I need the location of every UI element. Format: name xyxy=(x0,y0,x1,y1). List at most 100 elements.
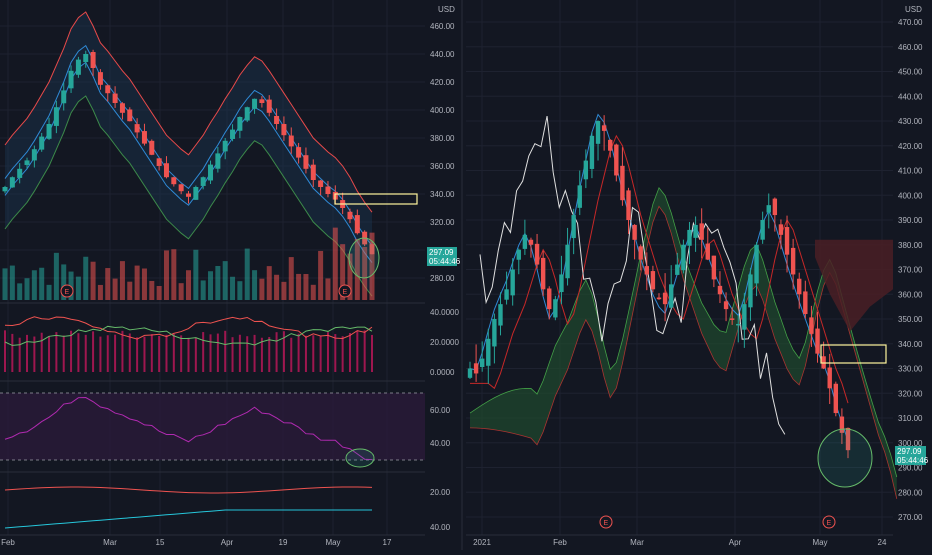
candle-body xyxy=(252,98,258,109)
volume-bar xyxy=(288,257,294,300)
osc-histogram-bar xyxy=(165,334,168,372)
left-price-tag: 297.09 05:44:46 xyxy=(427,247,461,266)
highlight-circle xyxy=(817,428,873,488)
price-tick-label: 450.00 xyxy=(898,68,923,77)
price-tick-label: 270.00 xyxy=(898,513,923,522)
earnings-icon xyxy=(822,515,836,529)
volume-bar xyxy=(31,270,37,300)
osc-histogram-bar xyxy=(348,332,351,372)
osc-histogram-bar xyxy=(275,332,278,372)
price-tick-label: 460.00 xyxy=(898,43,923,52)
volume-bar xyxy=(90,261,96,300)
candle-body xyxy=(215,153,221,169)
osc-histogram-bar xyxy=(84,334,87,372)
right-price-tag: 297.09 05:44:46 xyxy=(895,446,929,465)
osc-histogram-bar xyxy=(231,337,234,372)
volume-bar xyxy=(354,238,360,300)
osc-histogram-bar xyxy=(40,332,43,372)
candle-body xyxy=(53,107,59,126)
bottom-tick-label: 40.00 xyxy=(430,523,451,532)
candle-body xyxy=(9,177,15,188)
candle-body xyxy=(112,93,118,103)
candle-body xyxy=(200,177,206,186)
osc-histogram-bar xyxy=(128,333,131,372)
earnings-icon xyxy=(599,515,613,529)
candle-body xyxy=(208,164,214,181)
earnings-icon xyxy=(338,284,352,298)
price-tick-label: 340.00 xyxy=(430,190,455,199)
price-tick-label: 410.00 xyxy=(898,167,923,176)
candle-body xyxy=(134,124,140,133)
candle-body xyxy=(2,187,8,192)
volume-bar xyxy=(347,253,353,300)
candle-body xyxy=(827,367,832,389)
volume-bar xyxy=(296,273,302,300)
candle-body xyxy=(39,136,45,150)
candle-body xyxy=(318,180,324,187)
volume-bar xyxy=(163,250,169,300)
osc-histogram-bar xyxy=(70,330,73,372)
candle-body xyxy=(540,257,546,290)
candle-body xyxy=(486,338,491,366)
volume-bar xyxy=(17,283,23,300)
candle-body xyxy=(178,184,184,192)
candle-body xyxy=(156,158,162,166)
candle-body xyxy=(723,301,729,310)
candle-body xyxy=(259,99,265,103)
candle-body xyxy=(510,269,515,296)
volume-bar xyxy=(127,281,133,300)
left-chart-panel: USD 460.00 440.00 420.00 400.00 380.00 360.00… xyxy=(0,0,461,547)
candle-body xyxy=(632,224,637,240)
osc-histogram-bar xyxy=(326,332,329,372)
volume-bar xyxy=(340,244,346,300)
osc-histogram-bar xyxy=(319,336,322,372)
candle-body xyxy=(534,243,540,265)
bottom-tick-label: 20.00 xyxy=(430,488,451,497)
volume-bar xyxy=(310,284,316,300)
left-price-unit: USD xyxy=(438,5,455,14)
date-label: 24 xyxy=(878,538,887,547)
date-label: Apr xyxy=(221,538,234,547)
osc-histogram-bar xyxy=(172,333,175,372)
kijun-line xyxy=(470,134,849,404)
osc-histogram-bar xyxy=(99,336,102,372)
osc-histogram-bar xyxy=(194,337,197,372)
volume-bar xyxy=(200,280,206,300)
osc-histogram-bar xyxy=(180,335,183,372)
candle-body xyxy=(608,139,613,151)
volume-bar xyxy=(178,283,184,300)
osc-histogram-bar xyxy=(136,337,139,372)
candle-body xyxy=(68,70,74,89)
candle-body xyxy=(498,304,503,326)
volume-bar xyxy=(325,278,331,300)
osc-histogram-bar xyxy=(4,330,6,372)
candle-body xyxy=(237,117,243,131)
candle-body xyxy=(565,244,570,279)
volume-bar xyxy=(244,248,250,300)
price-tick-label: 470.00 xyxy=(898,18,923,27)
candle-body xyxy=(141,131,147,144)
volume-bar xyxy=(237,281,243,300)
candle-body xyxy=(24,160,30,165)
candle-body xyxy=(821,356,826,369)
volume-bar xyxy=(259,278,265,300)
volume-bar xyxy=(274,274,280,300)
candle-body xyxy=(75,59,81,75)
osc-tick-label: 0.0000 xyxy=(430,368,455,377)
left-earnings-marker-1: E xyxy=(60,284,74,298)
candle-body xyxy=(638,246,643,260)
candle-body xyxy=(626,190,631,220)
volume-bar xyxy=(53,252,59,300)
volume-bar xyxy=(318,250,324,300)
date-label: May xyxy=(325,538,340,547)
volume-bar xyxy=(266,266,272,300)
candle-body xyxy=(193,187,199,200)
price-tick-label: 280.00 xyxy=(898,488,923,497)
candle-body xyxy=(547,288,552,310)
volume-bar xyxy=(2,268,8,300)
cloud-fill-red xyxy=(815,239,893,332)
left-price-tag-time: 05:44:46 xyxy=(429,257,461,266)
candle-body xyxy=(766,205,771,213)
osc-histogram-bar xyxy=(312,335,315,372)
osc-histogram-bar xyxy=(216,333,219,372)
